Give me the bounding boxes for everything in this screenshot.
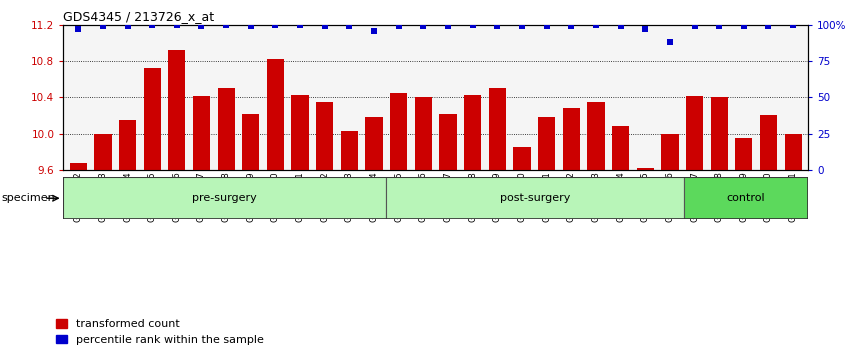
Text: control: control	[727, 193, 765, 203]
Bar	[612, 126, 629, 170]
Bar	[390, 93, 407, 170]
Point	[614, 23, 628, 29]
Point	[466, 22, 480, 28]
Bar	[63, 177, 386, 219]
Bar	[94, 134, 112, 170]
Point	[712, 23, 726, 29]
Bar	[365, 117, 382, 170]
Legend: transformed count, percentile rank within the sample: transformed count, percentile rank withi…	[57, 319, 264, 345]
Bar	[242, 114, 260, 170]
Bar	[711, 97, 728, 170]
Bar	[386, 177, 684, 219]
Bar	[119, 120, 136, 170]
Text: specimen: specimen	[2, 193, 56, 203]
Bar	[514, 147, 530, 170]
Bar	[316, 102, 333, 170]
Bar	[69, 163, 87, 170]
Bar	[735, 138, 752, 170]
Bar	[217, 88, 235, 170]
Point	[244, 23, 257, 29]
Point	[318, 23, 332, 29]
Point	[688, 23, 701, 29]
Point	[442, 23, 455, 29]
Point	[146, 22, 159, 28]
Bar	[784, 134, 802, 170]
Bar	[686, 96, 703, 170]
Bar	[168, 50, 185, 170]
Bar	[662, 134, 678, 170]
Point	[663, 39, 677, 45]
Bar	[538, 117, 555, 170]
Point	[761, 23, 775, 29]
Text: GDS4345 / 213726_x_at: GDS4345 / 213726_x_at	[63, 10, 215, 23]
Bar	[563, 108, 580, 170]
Bar	[144, 68, 161, 170]
Point	[392, 23, 405, 29]
Bar	[636, 168, 654, 170]
Bar	[464, 95, 481, 170]
Point	[121, 23, 135, 29]
Point	[170, 22, 184, 28]
Point	[416, 23, 430, 29]
Point	[96, 23, 110, 29]
Bar	[587, 102, 605, 170]
Bar	[415, 97, 432, 170]
Bar	[266, 59, 284, 170]
Point	[564, 23, 578, 29]
Bar	[760, 115, 777, 170]
Point	[737, 23, 750, 29]
Bar	[292, 95, 309, 170]
Bar	[489, 88, 506, 170]
Point	[491, 23, 504, 29]
Point	[367, 28, 381, 33]
Point	[343, 23, 356, 29]
Point	[71, 26, 85, 32]
Bar	[439, 114, 457, 170]
Text: pre-surgery: pre-surgery	[192, 193, 257, 203]
Point	[195, 23, 208, 29]
Point	[787, 22, 800, 28]
Bar	[193, 96, 210, 170]
Point	[540, 23, 553, 29]
Point	[589, 22, 602, 28]
Bar	[341, 131, 358, 170]
Point	[294, 22, 307, 28]
Point	[219, 22, 233, 28]
Point	[515, 23, 529, 29]
Text: post-surgery: post-surgery	[500, 193, 570, 203]
Point	[639, 26, 652, 32]
Bar	[684, 177, 808, 219]
Point	[269, 22, 283, 28]
